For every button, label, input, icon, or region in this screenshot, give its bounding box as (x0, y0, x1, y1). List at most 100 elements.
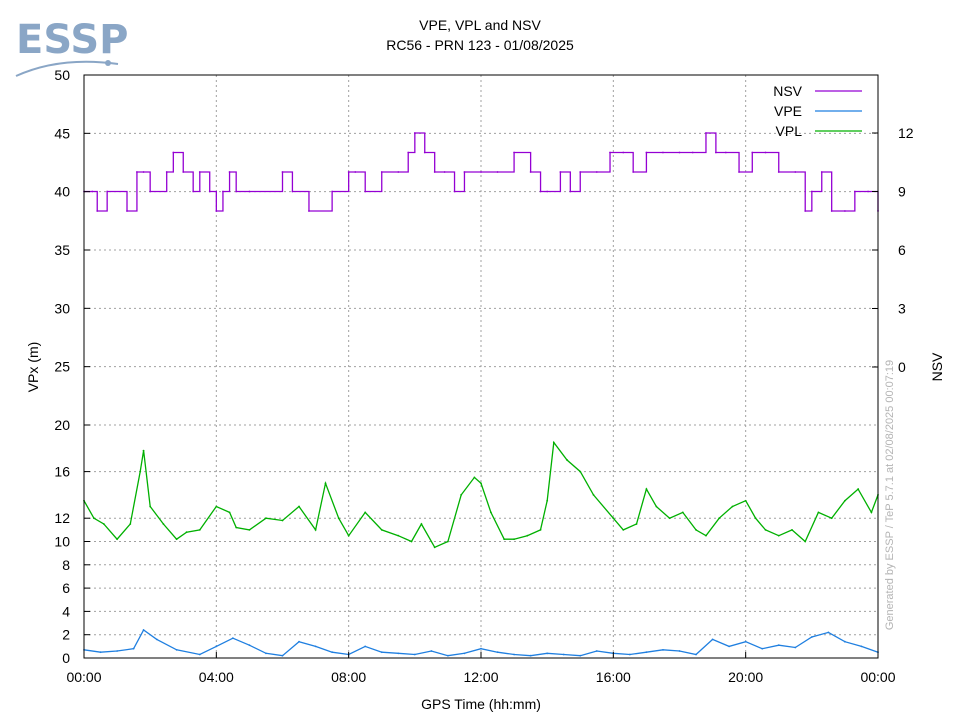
y-tick-label: 2 (62, 627, 70, 643)
data-point-nsv (165, 171, 168, 173)
data-point-vpl (612, 517, 615, 520)
logo-text: ESSP (16, 17, 128, 63)
data-point-nsv (291, 190, 294, 193)
data-point-vpe (463, 652, 466, 655)
data-point-vpl (579, 470, 582, 473)
data-point-vpe (529, 654, 532, 657)
y-tick-label: 20 (54, 417, 70, 433)
series-vpl (83, 440, 879, 549)
data-point-vpe (579, 654, 582, 657)
legend: NSV VPE VPL (773, 83, 862, 139)
data-point-nsv (546, 190, 549, 193)
data-point-vpl (139, 470, 142, 473)
data-point-vpl (668, 517, 671, 520)
data-point-vpl (817, 511, 820, 514)
series-line-vpl (83, 440, 879, 549)
data-point-nsv (192, 190, 195, 193)
data-point-vpl (777, 534, 780, 537)
data-point-vpe (678, 650, 681, 652)
data-point-vpe (595, 650, 598, 652)
data-point-nsv (513, 151, 515, 154)
data-point-vpe (175, 648, 178, 651)
data-point-nsv (397, 171, 400, 173)
data-point-nsv (463, 171, 466, 173)
data-point-vpl (314, 528, 317, 531)
x-axis-label: GPS Time (hh:mm) (421, 696, 541, 712)
data-point-vpl (635, 523, 638, 525)
x-tick-label: 00:00 (860, 669, 895, 685)
data-point-vpl (142, 449, 145, 452)
data-point-nsv (867, 190, 869, 193)
data-point-nsv (308, 210, 310, 212)
chart-subtitle: RC56 - PRN 123 - 01/08/2025 (386, 37, 574, 53)
data-point-vpl (754, 517, 757, 520)
data-point-nsv (182, 171, 185, 173)
data-point-vpe (248, 644, 251, 647)
data-point-vpe (695, 653, 697, 656)
y-tick-label: 25 (54, 359, 70, 375)
data-point-nsv (281, 171, 284, 173)
x-tick-label: 00:00 (66, 669, 101, 685)
data-point-vpl (380, 528, 383, 531)
data-point-vpl (546, 499, 549, 502)
data-point-vpl (265, 517, 267, 520)
data-point-nsv (632, 171, 635, 173)
y-tick-label: 30 (54, 300, 70, 316)
data-point-vpl (844, 499, 846, 502)
data-point-vpe (744, 640, 747, 643)
data-point-nsv (724, 151, 727, 154)
data-point-nsv (222, 190, 224, 193)
data-point-vpe (265, 652, 267, 655)
data-point-vpl (397, 534, 400, 537)
data-point-vpl (731, 505, 734, 508)
data-point-nsv (820, 171, 823, 173)
data-point-vpe (513, 653, 515, 656)
data-point-nsv (380, 171, 383, 173)
essp-logo: ESSP (15, 17, 128, 77)
data-point-nsv (691, 151, 694, 154)
data-point-vpe (215, 645, 218, 648)
data-point-vpe (628, 653, 631, 656)
data-point-vpe (298, 640, 300, 643)
data-point-vpe (364, 645, 367, 648)
data-point-vpe (794, 646, 797, 649)
data-point-nsv (142, 171, 145, 173)
data-point-vpl (622, 528, 625, 531)
y-tick-label: 10 (54, 534, 70, 550)
data-point-vpe (314, 645, 317, 648)
data-point-vpe (331, 651, 334, 654)
data-point-vpe (546, 652, 549, 655)
y-tick-label: 4 (62, 603, 70, 619)
data-point-nsv (609, 151, 611, 154)
data-point-nsv (794, 171, 797, 173)
data-point-vpl (539, 528, 542, 531)
data-point-vpl (129, 523, 132, 525)
data-point-nsv (443, 171, 446, 173)
data-point-vpl (185, 531, 188, 534)
data-point-nsv (96, 210, 99, 212)
data-point-vpl (681, 511, 684, 514)
y-tick-label: 0 (62, 650, 70, 666)
data-point-vpl (298, 505, 300, 508)
data-point-vpl (324, 482, 327, 485)
data-point-vpe (447, 654, 449, 657)
data-point-vpl (235, 526, 238, 529)
data-point-vpe (155, 638, 158, 641)
data-point-vpl (764, 528, 767, 531)
data-point-vpl (149, 505, 152, 508)
y-tick-label: 12 (54, 510, 70, 526)
data-point-nsv (235, 190, 238, 193)
data-point-vpl (705, 534, 707, 537)
legend-label: VPE (774, 103, 802, 119)
data-point-nsv (364, 190, 367, 193)
data-point-nsv (529, 171, 532, 173)
data-point-vpl (513, 538, 515, 541)
data-point-nsv (347, 171, 350, 173)
data-point-vpl (116, 538, 118, 541)
chart-title: VPE, VPL and NSV (419, 17, 541, 33)
data-point-vpl (645, 488, 648, 490)
data-point-vpe (142, 629, 145, 631)
data-point-vpe (116, 650, 118, 652)
data-point-vpl (695, 528, 697, 531)
